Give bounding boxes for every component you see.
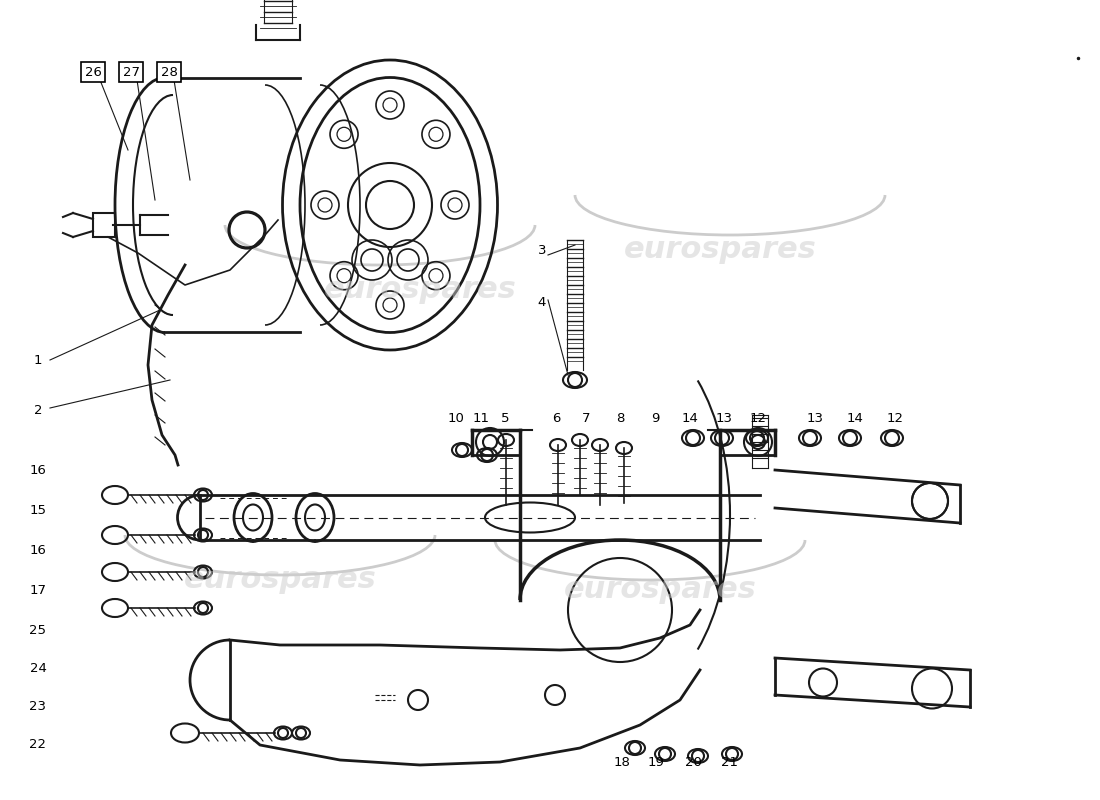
Text: 7: 7 — [582, 411, 591, 425]
Text: 18: 18 — [614, 755, 630, 769]
Text: 27: 27 — [122, 66, 140, 78]
Text: 9: 9 — [651, 411, 659, 425]
Text: 6: 6 — [552, 411, 560, 425]
Text: 28: 28 — [161, 66, 177, 78]
Text: 20: 20 — [684, 755, 702, 769]
Text: 24: 24 — [30, 662, 46, 674]
Text: 19: 19 — [648, 755, 664, 769]
Text: 23: 23 — [30, 699, 46, 713]
Text: 15: 15 — [30, 503, 46, 517]
Text: 14: 14 — [682, 411, 698, 425]
Text: 11: 11 — [473, 411, 490, 425]
Text: 3: 3 — [538, 243, 547, 257]
Text: 13: 13 — [806, 411, 824, 425]
Text: 1: 1 — [34, 354, 42, 366]
Text: 21: 21 — [722, 755, 738, 769]
Text: 17: 17 — [30, 583, 46, 597]
Text: 2: 2 — [34, 403, 42, 417]
Text: 25: 25 — [30, 623, 46, 637]
Text: eurospares: eurospares — [563, 575, 757, 605]
Text: 13: 13 — [715, 411, 733, 425]
Text: 16: 16 — [30, 543, 46, 557]
Text: 14: 14 — [847, 411, 864, 425]
Text: 16: 16 — [30, 463, 46, 477]
Bar — [94, 213, 115, 237]
Text: eurospares: eurospares — [323, 275, 516, 305]
Text: 4: 4 — [538, 295, 547, 309]
Text: 8: 8 — [616, 411, 624, 425]
Text: 10: 10 — [448, 411, 464, 425]
Text: 12: 12 — [887, 411, 903, 425]
Text: 5: 5 — [500, 411, 509, 425]
Text: eurospares: eurospares — [184, 566, 376, 594]
Text: 22: 22 — [30, 738, 46, 750]
Text: eurospares: eurospares — [624, 235, 816, 265]
Text: 26: 26 — [85, 66, 101, 78]
Text: 12: 12 — [749, 411, 767, 425]
